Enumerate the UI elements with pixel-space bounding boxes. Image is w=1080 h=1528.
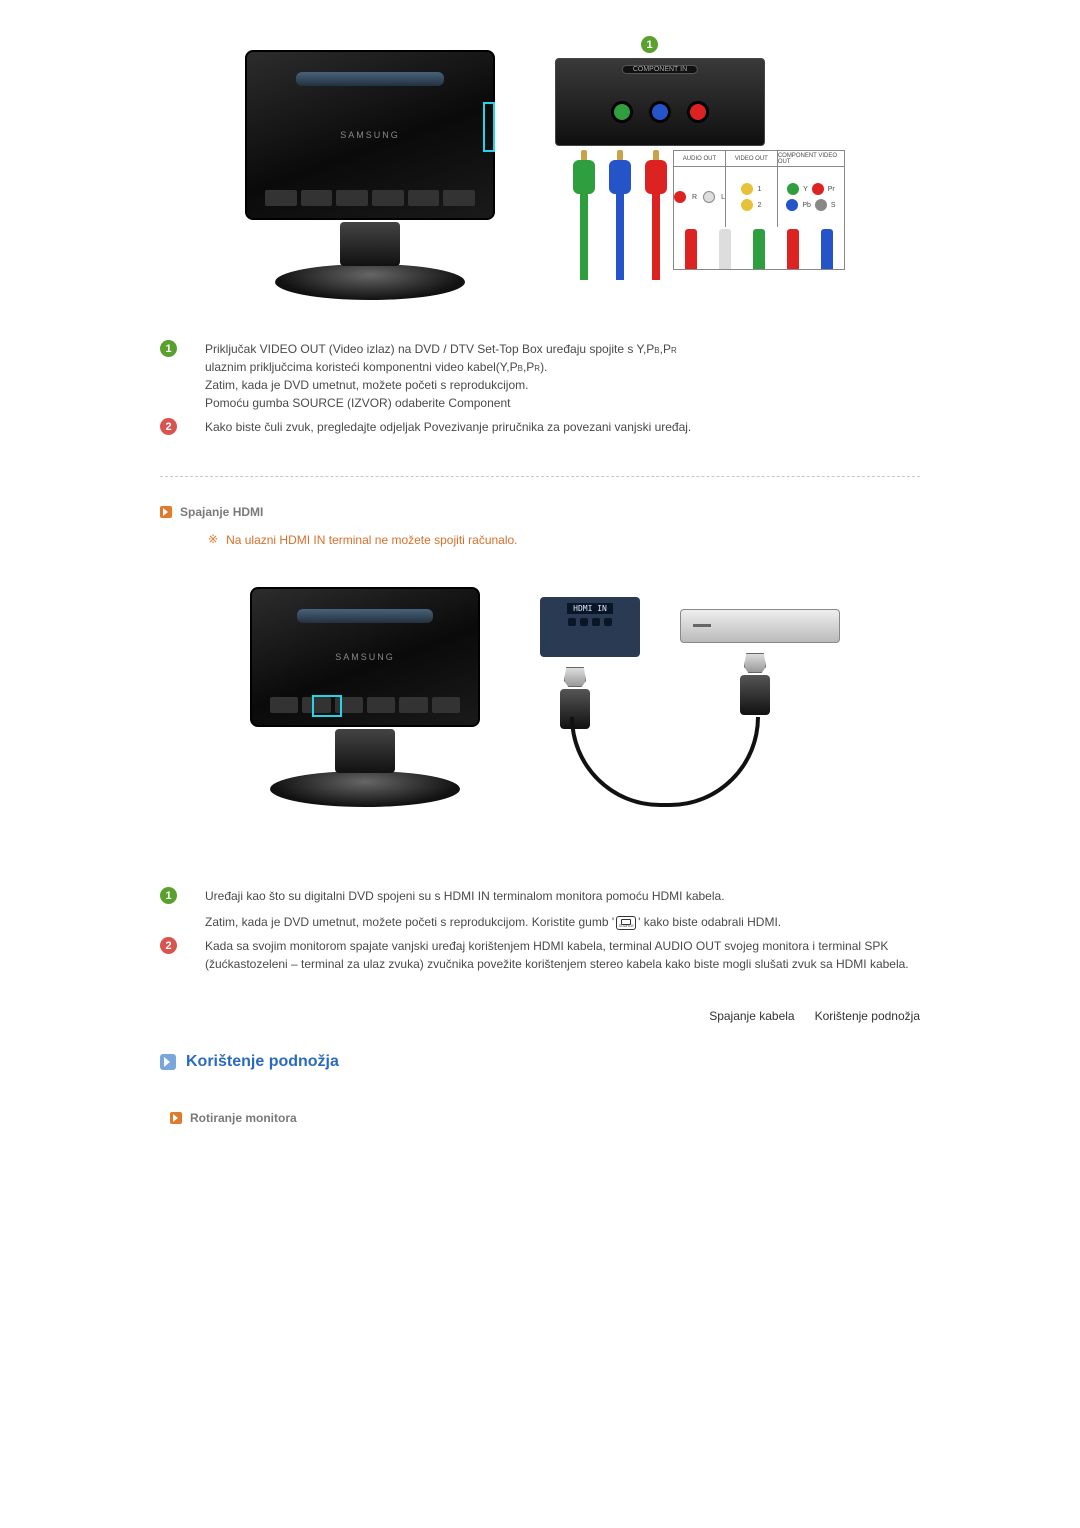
rca-pb-icon [649, 101, 671, 123]
badge-1-icon: 1 [160, 887, 177, 904]
figure-component: SAMSUNG 1 COMPONENT IN [160, 40, 920, 300]
component-connection-illustration: 1 COMPONENT IN AUDIO OUT VIDEO OUT COMP [545, 40, 845, 300]
note-mark-icon: ※ [208, 533, 218, 545]
arrow-orange-icon [160, 506, 172, 518]
video-2-icon [741, 199, 753, 211]
step-1-hdmi: 1 Uređaji kao što su digitalni DVD spoje… [160, 887, 920, 931]
figure-hdmi: SAMSUNG HDMI IN [240, 567, 840, 847]
callout-badge-1: 1 [641, 36, 658, 53]
hdmi-cable-icon [570, 717, 760, 807]
section-divider [160, 476, 920, 477]
audio-r-icon [674, 191, 686, 203]
step-2-component: 2 Kako biste čuli zvuk, pregledajte odje… [160, 418, 920, 436]
hdmi-plug-right-icon [740, 653, 770, 715]
rca-y-icon [611, 101, 633, 123]
badge-2-icon: 2 [160, 418, 177, 435]
hdmi-port-highlight [312, 695, 342, 717]
col-component-out: COMPONENT VIDEO OUT [778, 151, 844, 166]
subhead-rotate-monitor: Rotiranje monitora [170, 1111, 920, 1125]
nav-link-cables[interactable]: Spajanje kabela [709, 1009, 794, 1023]
arrow-orange-icon [170, 1112, 182, 1124]
badge-1-icon: 1 [160, 340, 177, 357]
external-device-outputs: AUDIO OUT VIDEO OUT COMPONENT VIDEO OUT … [673, 150, 845, 270]
component-port-highlight [483, 102, 495, 152]
component-in-label: COMPONENT IN [622, 65, 698, 74]
monitor-rear-illustration: SAMSUNG [235, 40, 505, 300]
step-2-hdmi: 2 Kada sa svojim monitorom spajate vanjs… [160, 937, 920, 973]
col-audio-out: AUDIO OUT [674, 151, 726, 166]
bottom-nav: Spajanje kabela Korištenje podnožja [160, 1009, 920, 1023]
badge-2-icon: 2 [160, 937, 177, 954]
nav-link-stand[interactable]: Korištenje podnožja [815, 1009, 920, 1023]
video-1-icon [741, 183, 753, 195]
dvd-player-illustration [680, 609, 840, 643]
source-button-icon [616, 916, 636, 930]
col-video-out: VIDEO OUT [726, 151, 778, 166]
heading-stand-usage: Korištenje podnožja [160, 1053, 920, 1071]
subhead-hdmi: Spajanje HDMI [160, 505, 920, 519]
step-1-component: 1 Priključak VIDEO OUT (Video izlaz) na … [160, 340, 920, 412]
monitor-rear-hdmi-illustration: SAMSUNG [240, 577, 490, 807]
arrow-blue-icon [160, 1054, 176, 1070]
hdmi-note: ※ Na ulazni HDMI IN terminal ne možete s… [208, 533, 920, 547]
hdmi-in-panel: HDMI IN [540, 597, 640, 657]
rca-pr-icon [687, 101, 709, 123]
audio-l-icon [703, 191, 715, 203]
monitor-brand-label: SAMSUNG [340, 130, 400, 140]
